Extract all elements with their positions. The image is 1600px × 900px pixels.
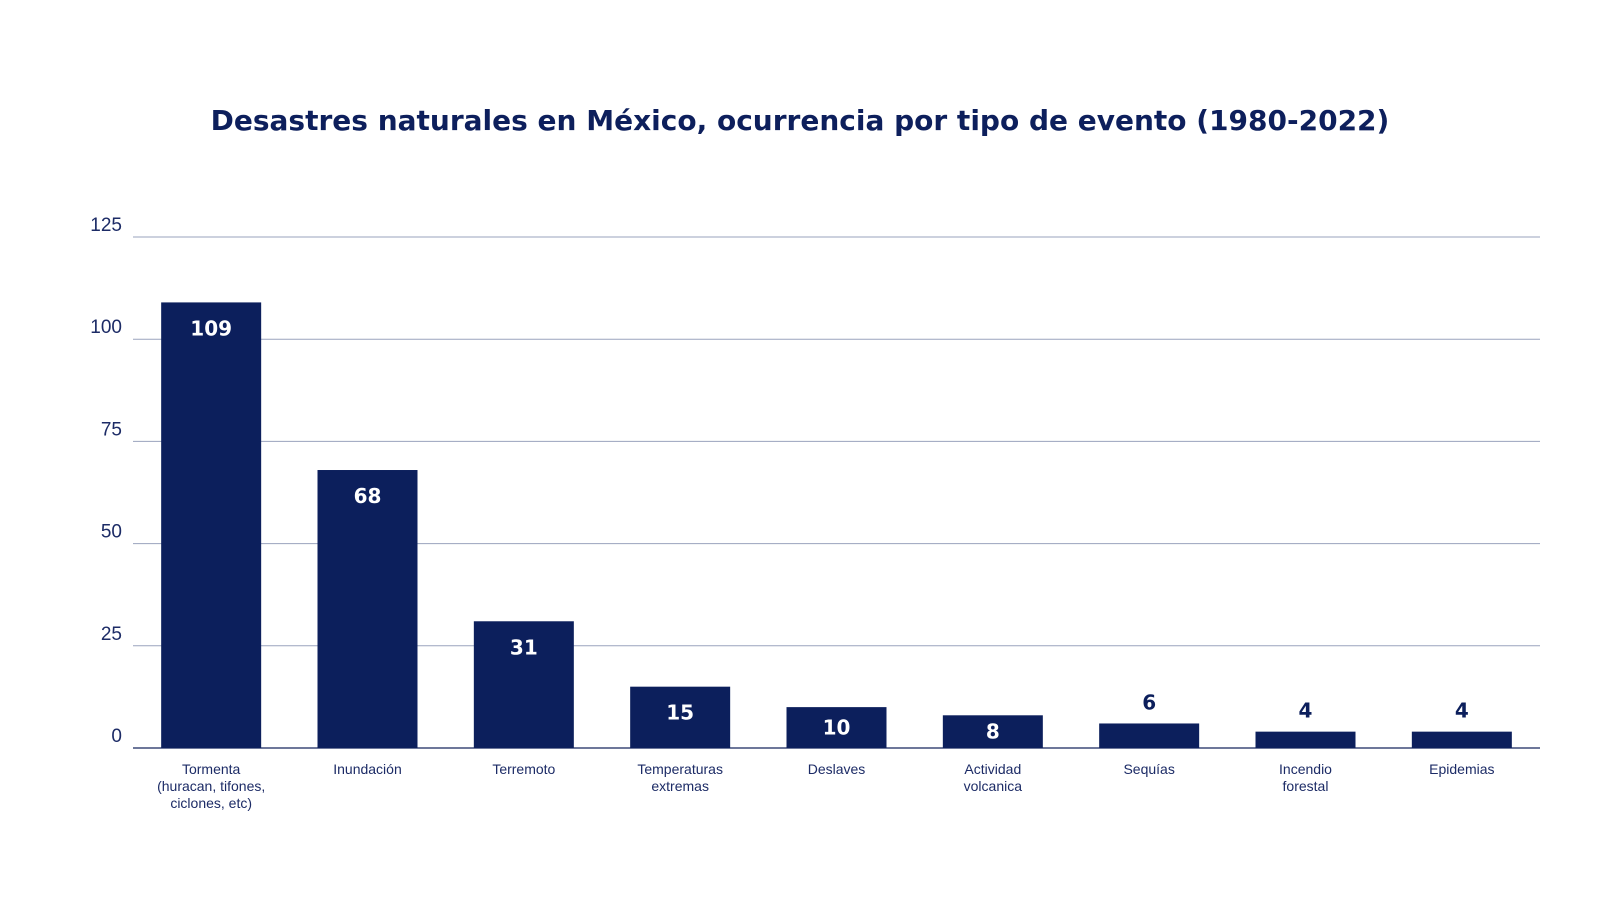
category-label: Temperaturas extremas xyxy=(637,761,723,794)
bar xyxy=(1411,731,1512,748)
category-label: Deslaves xyxy=(808,761,866,777)
category-label-line: Incendio xyxy=(1279,761,1332,777)
category-label-line: ciclones, etc) xyxy=(170,795,252,811)
y-tick-label: 0 xyxy=(111,726,122,747)
category-label: Epidemias xyxy=(1429,761,1494,777)
category-label-line: (huracan, tifones, xyxy=(157,778,265,794)
bar xyxy=(317,470,418,748)
category-label-line: Actividad xyxy=(964,761,1021,777)
y-tick-label: 125 xyxy=(90,215,122,236)
bar xyxy=(161,302,262,748)
y-tick-label: 100 xyxy=(90,317,122,338)
category-label-line: Temperaturas xyxy=(637,761,723,777)
bar xyxy=(1099,723,1200,748)
value-label: 68 xyxy=(354,484,382,508)
value-label: 10 xyxy=(823,716,851,740)
chart-title: Desastres naturales en México, ocurrenci… xyxy=(210,104,1390,137)
value-labels: 109 68 31 15 10 8 6 4 4 xyxy=(190,316,1469,743)
y-tick-label: 25 xyxy=(101,624,122,645)
bars xyxy=(161,302,1512,748)
bar xyxy=(630,686,731,748)
value-label: 31 xyxy=(510,635,538,659)
bar xyxy=(473,621,574,748)
category-label: Incendio forestal xyxy=(1279,761,1332,794)
category-label-line: volcanica xyxy=(964,778,1023,794)
category-label-line: Terremoto xyxy=(492,761,555,777)
value-label: 15 xyxy=(666,701,694,725)
category-label-line: extremas xyxy=(651,778,709,794)
y-axis-ticks: 0 25 50 75 100 125 xyxy=(90,215,122,747)
bar xyxy=(786,707,887,748)
category-label-line: Epidemias xyxy=(1429,761,1494,777)
bar xyxy=(1255,731,1356,748)
bar xyxy=(942,715,1043,748)
category-label: Sequías xyxy=(1123,761,1174,777)
value-label: 109 xyxy=(190,316,232,340)
category-labels: Tormenta (huracan, tifones, ciclones, etc)… xyxy=(157,761,1494,811)
category-label-line: Deslaves xyxy=(808,761,866,777)
category-label-line: Inundación xyxy=(333,761,402,777)
category-label: Tormenta (huracan, tifones, ciclones, etc) xyxy=(157,761,265,811)
category-label-line: forestal xyxy=(1283,778,1329,794)
y-tick-label: 50 xyxy=(101,522,122,543)
value-label: 4 xyxy=(1455,699,1469,723)
value-label: 8 xyxy=(986,720,1000,744)
category-label: Inundación xyxy=(333,761,402,777)
category-label: Actividad volcanica xyxy=(964,761,1023,794)
y-tick-label: 75 xyxy=(101,419,122,440)
value-label: 6 xyxy=(1142,690,1156,714)
category-label: Terremoto xyxy=(492,761,555,777)
category-label-line: Sequías xyxy=(1123,761,1174,777)
value-label: 4 xyxy=(1299,699,1313,723)
category-label-line: Tormenta xyxy=(182,761,241,777)
